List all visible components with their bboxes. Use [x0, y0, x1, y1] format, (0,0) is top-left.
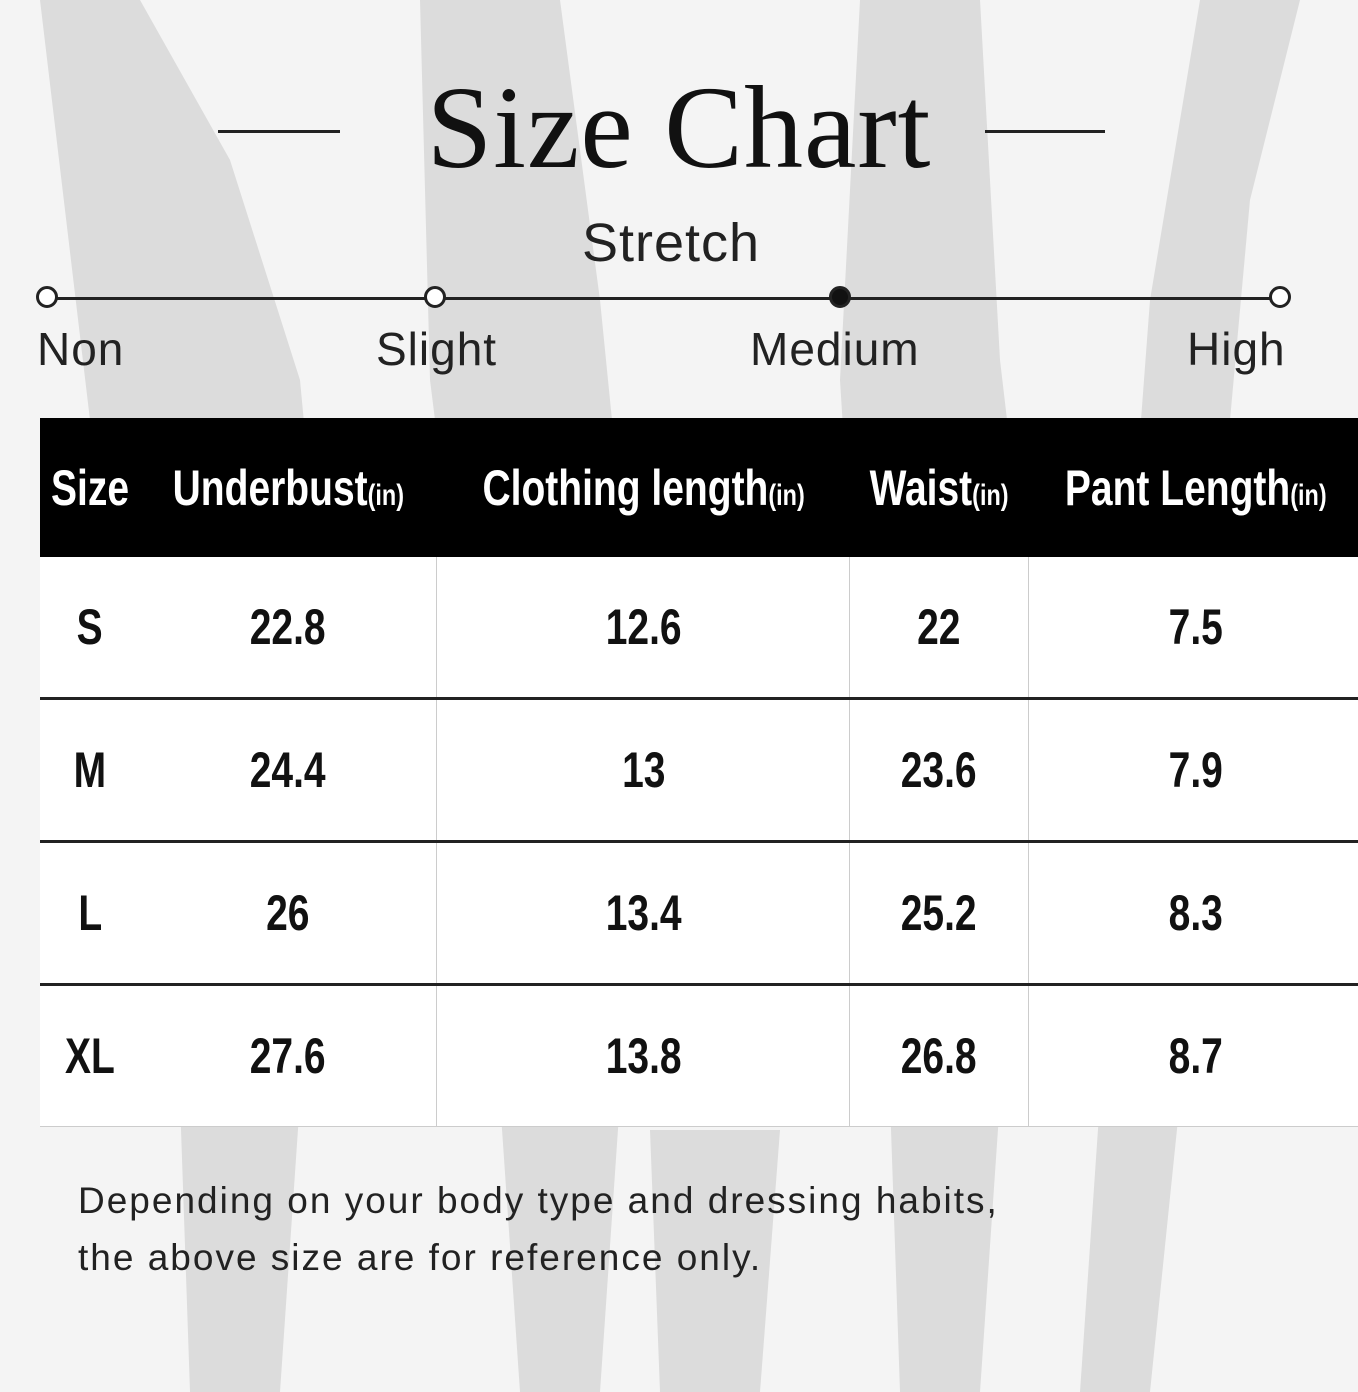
- stretch-dot-medium-selected: [829, 286, 851, 308]
- title-rule-left: [218, 130, 340, 133]
- value-cell: 25.2: [849, 841, 1029, 986]
- stretch-scale-line: [47, 297, 1280, 300]
- size-cell: L: [40, 841, 141, 986]
- value-cell: 12.6: [436, 557, 850, 700]
- value-cell: 22.8: [140, 557, 437, 700]
- page-title: Size Chart: [426, 62, 932, 193]
- table-row: XL 27.6 13.8 26.8 8.7: [40, 984, 1358, 1127]
- value-cell: 13.4: [436, 841, 850, 986]
- stretch-dot-non: [36, 286, 58, 308]
- value-cell: 23.6: [849, 698, 1029, 843]
- stretch-level-non: Non: [37, 323, 125, 375]
- stretch-level-medium: Medium: [750, 323, 920, 375]
- value-cell: 13: [436, 698, 850, 843]
- table-row: L 26 13.4 25.2 8.3: [40, 841, 1358, 986]
- value-cell: 24.4: [140, 698, 437, 843]
- value-cell: 27.6: [140, 984, 437, 1127]
- value-cell: 26.8: [849, 984, 1029, 1127]
- header-underbust: Underbust(in): [140, 418, 437, 557]
- header-size: Size: [40, 418, 141, 557]
- stretch-level-slight: Slight: [376, 323, 498, 375]
- stretch-dot-high: [1269, 286, 1291, 308]
- size-cell: S: [40, 557, 141, 700]
- size-table: Size Underbust(in) Clothing length(in) W…: [40, 418, 1358, 1127]
- title-rule-right: [985, 130, 1105, 133]
- value-cell: 8.7: [1027, 984, 1358, 1127]
- value-cell: 7.5: [1027, 557, 1358, 700]
- table-row: S 22.8 12.6 22 7.5: [40, 557, 1358, 700]
- stretch-dot-slight: [424, 286, 446, 308]
- table-header-row: Size Underbust(in) Clothing length(in) W…: [40, 418, 1358, 557]
- header-clothing-length: Clothing length(in): [436, 418, 850, 557]
- header-waist: Waist(in): [849, 418, 1029, 557]
- value-cell: 13.8: [436, 984, 850, 1127]
- note-line-2: the above size are for reference only.: [78, 1237, 763, 1278]
- value-cell: 7.9: [1027, 698, 1358, 843]
- stretch-level-high: High: [1187, 323, 1286, 375]
- value-cell: 22: [849, 557, 1029, 700]
- value-cell: 8.3: [1027, 841, 1358, 986]
- value-cell: 26: [140, 841, 437, 986]
- stretch-label: Stretch: [581, 213, 761, 273]
- size-cell: M: [40, 698, 141, 843]
- note-line-1: Depending on your body type and dressing…: [78, 1180, 999, 1221]
- size-cell: XL: [40, 984, 141, 1127]
- reference-note: Depending on your body type and dressing…: [78, 1172, 999, 1286]
- header-pant-length: Pant Length(in): [1028, 418, 1358, 557]
- table-row: M 24.4 13 23.6 7.9: [40, 698, 1358, 843]
